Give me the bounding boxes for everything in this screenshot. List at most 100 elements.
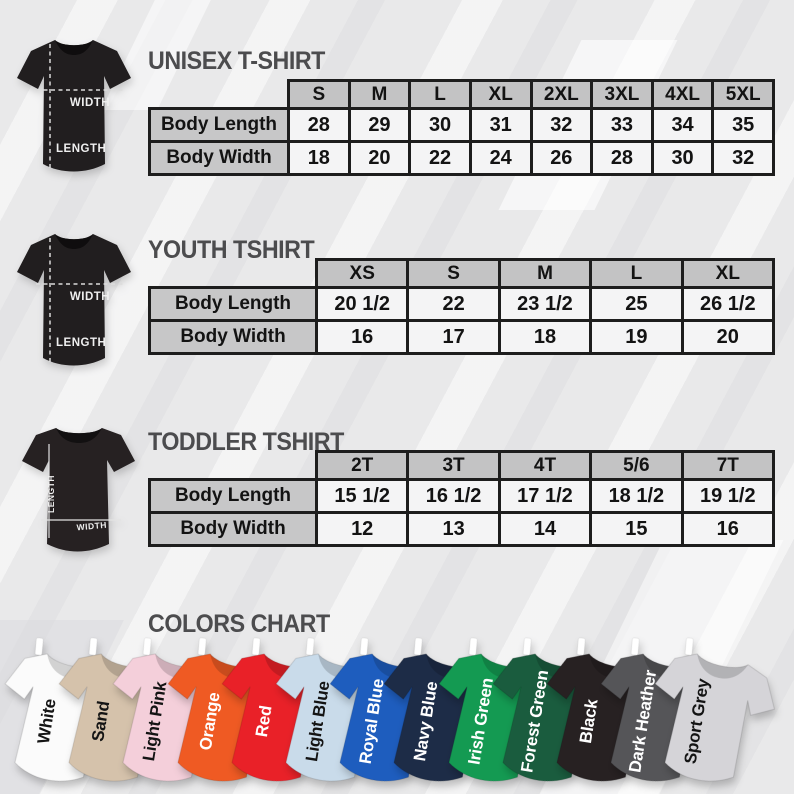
hanger-tab [143,637,153,656]
hanger-tab [305,637,315,656]
size-value: 30 [408,107,472,143]
row-label: Body Length [148,107,290,143]
table-corner-spacer [150,452,317,480]
size-value: 16 [314,319,410,355]
hanger-tab [630,637,640,656]
size-column-header: L [589,258,684,289]
collar-shading [55,40,93,55]
hanger-tab [34,637,44,656]
color-shirts-row: White Sand Light Pink [0,637,794,794]
hanger-tab [468,637,478,656]
width-label: WIDTH [70,291,110,303]
size-value: 16 [680,511,776,547]
hanger-tab [414,637,424,656]
row-label: Body Width [148,140,290,176]
size-column-header: 2T [314,450,410,481]
size-value: 32 [711,140,775,176]
size-value: 22 [406,286,501,322]
length-label: LENGTH [56,143,106,155]
size-value: 33 [590,107,654,143]
youth-measurement-diagram: WIDTH LENGTH [0,222,148,384]
size-column-header: 4T [497,450,593,481]
size-value: 20 [347,140,412,176]
tshirt-silhouette [17,40,131,172]
size-column-header: XS [314,258,410,289]
section-title-toddler: TODDLER TSHIRT [148,428,344,456]
tshirt-silhouette [654,653,776,782]
size-value: 23 1/2 [497,286,593,322]
hanger-tab [197,637,207,656]
size-value: 30 [650,140,715,176]
collar-shading [56,428,102,443]
width-label: WIDTH [70,97,110,109]
size-value: 18 [497,319,593,355]
size-value: 17 [406,319,501,355]
hanger-tab [88,637,98,656]
row-label: Body Length [148,286,318,322]
hanger-tab [685,637,695,656]
size-column-header: 5XL [711,79,775,110]
size-value: 24 [468,140,533,176]
size-column-header: 7T [680,450,776,481]
table-corner-spacer [150,260,317,288]
size-column-header: M [497,258,593,289]
hanger-tab [522,637,532,656]
size-value: 28 [287,107,351,143]
size-value: 19 1/2 [680,478,776,514]
size-value: 26 1/2 [680,286,776,322]
size-column-header: 3XL [590,79,654,110]
hanger-tab [251,637,261,656]
size-column-header: M [347,79,412,110]
size-value: 16 1/2 [406,478,501,514]
size-value: 20 [680,319,776,355]
size-value: 13 [406,511,501,547]
toddler-size-table: 2T 3T 4T 5/6 7T Body Length 15 1/2 16 1/2 17 1/2… [148,450,776,547]
tshirt-icon [654,637,776,782]
size-value: 32 [529,107,594,143]
size-value: 28 [590,140,654,176]
size-column-header: L [408,79,472,110]
size-value: 22 [408,140,472,176]
size-column-header: XL [680,258,776,289]
youth-size-table: XS S M L XL Body Length 20 1/2 22 23 1/2 25 26 1/2… [148,258,776,355]
size-column-header: 3T [406,450,501,481]
section-title-colors: COLORS CHART [148,610,330,638]
table-corner-spacer [150,81,289,109]
size-column-header: S [406,258,501,289]
color-shirt: Sport Grey [630,631,791,794]
size-value: 20 1/2 [314,286,410,322]
size-value: 29 [347,107,412,143]
tshirt-silhouette [17,234,131,366]
size-value: 18 1/2 [589,478,684,514]
tshirt-silhouette [22,428,135,552]
collar-shading [697,653,749,679]
size-column-header: XL [468,79,533,110]
row-label: Body Length [148,478,318,514]
size-value: 14 [497,511,593,547]
length-label: LENGTH [46,475,56,513]
size-column-header: 5/6 [589,450,684,481]
size-value: 17 1/2 [497,478,593,514]
toddler-measurement-diagram: LENGTH WIDTH [2,414,152,580]
section-title-youth: YOUTH TSHIRT [148,236,315,264]
unisex-size-table: S M L XL 2XL 3XL 4XL 5XL Body Length 28 29 30 31 32 33… [148,79,775,176]
unisex-measurement-diagram: WIDTH LENGTH [0,28,148,190]
length-label: LENGTH [56,337,106,349]
size-value: 15 [589,511,684,547]
section-title-unisex: UNISEX T-SHIRT [148,47,325,75]
size-value: 34 [650,107,715,143]
size-value: 35 [711,107,775,143]
size-value: 15 1/2 [314,478,410,514]
size-column-header: 4XL [650,79,715,110]
size-column-header: 2XL [529,79,594,110]
hanger-tab [576,637,586,656]
size-column-header: S [287,79,351,110]
size-value: 18 [287,140,351,176]
size-value: 31 [468,107,533,143]
size-value: 25 [589,286,684,322]
collar-shading [55,234,93,249]
size-value: 26 [529,140,594,176]
width-label: WIDTH [76,520,107,533]
row-label: Body Width [148,319,318,355]
